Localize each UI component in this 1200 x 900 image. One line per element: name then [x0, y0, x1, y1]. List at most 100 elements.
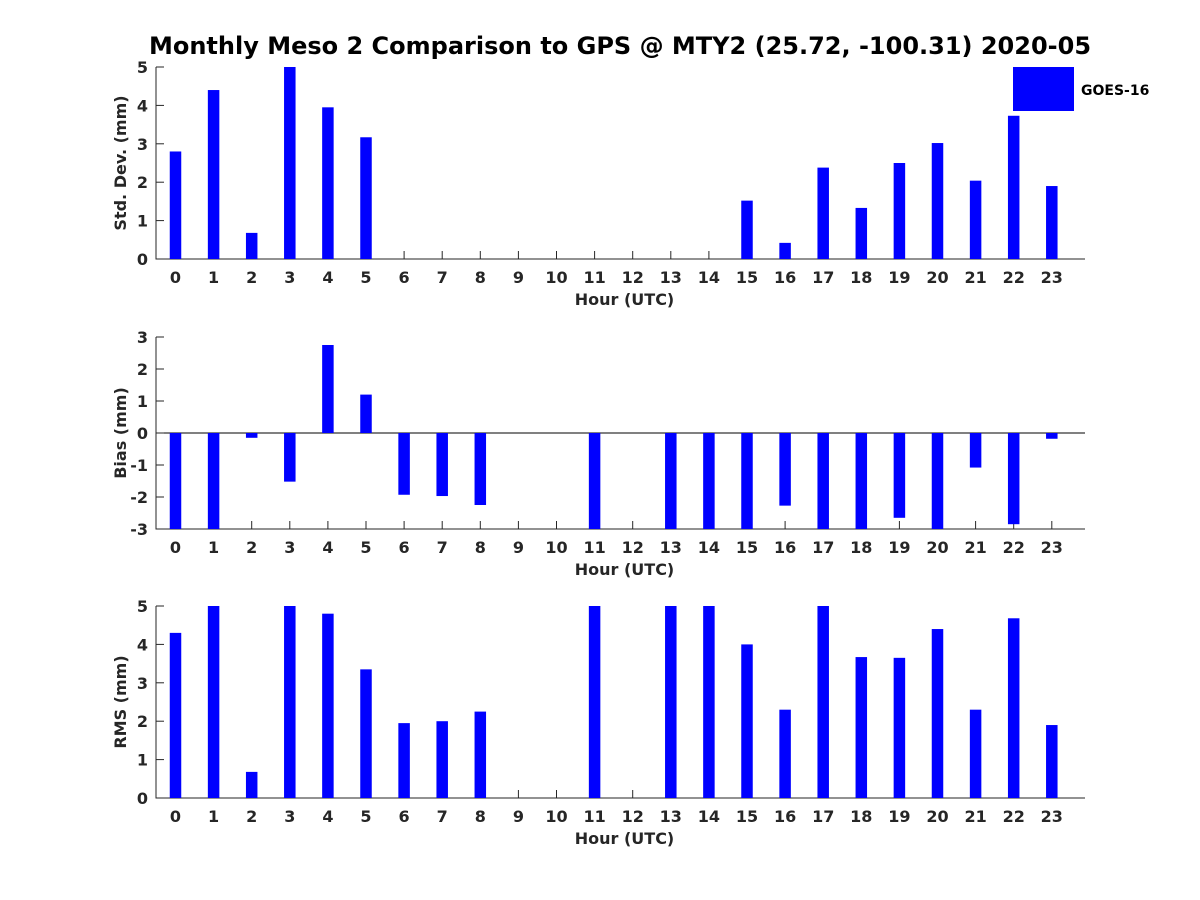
- x-tick-label: 19: [888, 268, 910, 287]
- bar: [893, 657, 906, 798]
- x-tick-label: 18: [850, 538, 872, 557]
- bar: [855, 207, 868, 259]
- x-tick-label: 14: [698, 268, 720, 287]
- bar: [245, 232, 258, 259]
- x-axis-label: Hour (UTC): [575, 560, 675, 579]
- y-tick-label: 3: [137, 328, 148, 347]
- y-tick-label: 4: [137, 635, 148, 654]
- x-tick-label: 1: [208, 538, 219, 557]
- x-tick-label: 11: [583, 268, 605, 287]
- bar: [1046, 433, 1058, 439]
- x-tick-label: 7: [437, 268, 448, 287]
- y-tick-label: 0: [137, 424, 148, 443]
- bar: [588, 606, 601, 798]
- x-tick-label: 10: [545, 807, 567, 826]
- x-tick-label: 21: [964, 268, 986, 287]
- x-tick-label: 2: [246, 268, 257, 287]
- x-tick-label: 6: [399, 807, 410, 826]
- x-tick-label: 9: [513, 538, 524, 557]
- y-tick-label: 2: [137, 360, 148, 379]
- bar: [931, 629, 944, 798]
- x-tick-label: 2: [246, 538, 257, 557]
- bar: [284, 606, 296, 798]
- bar: [893, 433, 906, 518]
- y-tick-label: -2: [130, 488, 148, 507]
- bar: [741, 433, 753, 529]
- bar: [474, 433, 487, 505]
- x-tick-label: 9: [513, 807, 524, 826]
- y-axis-label: Bias (mm): [111, 387, 130, 479]
- bar: [741, 644, 753, 798]
- x-tick-label: 7: [437, 538, 448, 557]
- y-tick-label: -3: [130, 520, 148, 539]
- x-tick-label: 11: [583, 538, 605, 557]
- x-tick-label: 6: [399, 538, 410, 557]
- x-tick-label: 0: [170, 268, 181, 287]
- x-tick-label: 6: [399, 268, 410, 287]
- x-tick-label: 0: [170, 807, 181, 826]
- x-tick-label: 12: [622, 268, 644, 287]
- bar: [207, 90, 220, 259]
- bar: [360, 669, 372, 798]
- bar: [969, 709, 982, 798]
- bar: [931, 143, 944, 259]
- y-tick-label: 2: [137, 712, 148, 731]
- chart-title: Monthly Meso 2 Comparison to GPS @ MTY2 …: [149, 32, 1091, 60]
- x-tick-label: 1: [208, 268, 219, 287]
- bar: [855, 433, 868, 529]
- x-tick-label: 2: [246, 807, 257, 826]
- bar: [207, 606, 220, 798]
- y-tick-label: 0: [137, 789, 148, 808]
- x-tick-label: 14: [698, 807, 720, 826]
- x-tick-label: 23: [1041, 538, 1063, 557]
- x-tick-label: 17: [812, 807, 834, 826]
- bar: [436, 433, 448, 497]
- x-axis-label: Hour (UTC): [575, 290, 675, 309]
- bar: [398, 433, 410, 495]
- x-tick-label: 16: [774, 807, 796, 826]
- bar: [817, 433, 829, 529]
- bar: [779, 242, 791, 259]
- x-tick-label: 8: [475, 807, 486, 826]
- x-tick-label: 1: [208, 807, 219, 826]
- legend-swatch: [1013, 67, 1074, 111]
- x-tick-label: 15: [736, 268, 758, 287]
- bar: [703, 433, 715, 529]
- bar: [969, 433, 982, 468]
- bar: [741, 200, 753, 259]
- x-tick-label: 5: [360, 268, 371, 287]
- y-axis-label: Std. Dev. (mm): [111, 95, 130, 230]
- x-tick-label: 20: [926, 538, 948, 557]
- bar: [207, 433, 220, 529]
- x-tick-label: 12: [622, 538, 644, 557]
- y-tick-label: 3: [137, 674, 148, 693]
- x-tick-label: 9: [513, 268, 524, 287]
- x-tick-label: 17: [812, 268, 834, 287]
- x-tick-label: 15: [736, 807, 758, 826]
- y-tick-label: 2: [137, 173, 148, 192]
- x-tick-label: 7: [437, 807, 448, 826]
- x-tick-label: 22: [1003, 268, 1025, 287]
- x-tick-label: 3: [284, 268, 295, 287]
- x-axis-label: Hour (UTC): [575, 829, 675, 848]
- bar: [1007, 433, 1020, 525]
- x-tick-label: 22: [1003, 538, 1025, 557]
- bar: [284, 433, 296, 482]
- bar: [703, 606, 715, 798]
- x-tick-label: 5: [360, 807, 371, 826]
- y-tick-label: 5: [137, 58, 148, 77]
- x-tick-label: 18: [850, 268, 872, 287]
- x-tick-label: 3: [284, 538, 295, 557]
- x-tick-label: 22: [1003, 807, 1025, 826]
- bar: [779, 709, 791, 798]
- x-tick-label: 8: [475, 538, 486, 557]
- x-tick-label: 13: [660, 268, 682, 287]
- bar: [245, 433, 258, 438]
- x-tick-label: 19: [888, 807, 910, 826]
- bar: [322, 345, 334, 433]
- x-tick-label: 5: [360, 538, 371, 557]
- x-tick-label: 10: [545, 538, 567, 557]
